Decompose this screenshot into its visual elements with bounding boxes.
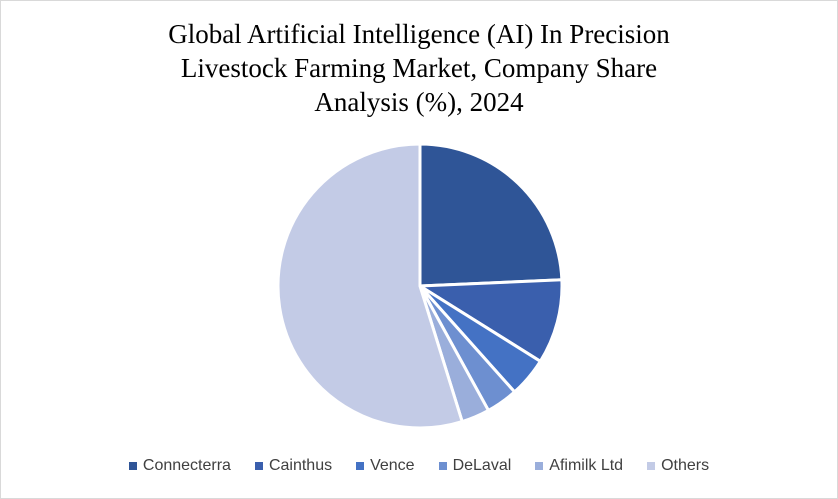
legend-swatch — [535, 462, 544, 470]
legend-item: Others — [647, 457, 709, 475]
legend-label: Connecterra — [142, 457, 231, 474]
legend-label: Others — [661, 457, 710, 474]
legend-item: Connecterra — [128, 457, 231, 475]
legend: Connecterra Cainthus Vence DeLaval Afimilk L… — [1, 457, 837, 475]
pie-slice-others — [276, 142, 465, 430]
legend-item: DeLaval — [438, 457, 512, 475]
legend-swatch — [254, 462, 263, 470]
chart-title: Global Artificial Intelligence (AI) In P… — [168, 19, 670, 117]
pie-slice-connecterra — [418, 142, 564, 288]
legend-swatch — [438, 462, 447, 470]
legend-label: Afimilk Ltd — [549, 457, 624, 474]
legend-item: Afimilk Ltd — [535, 457, 623, 475]
pie-slice-cainthus — [415, 278, 564, 364]
legend-label: Vence — [370, 457, 415, 474]
legend-label: DeLaval — [452, 457, 512, 474]
legend-label: Cainthus — [268, 457, 333, 474]
legend-swatch — [356, 462, 365, 470]
legend-swatch — [647, 462, 656, 470]
legend-item: Cainthus — [254, 457, 333, 475]
legend-item: Vence — [356, 457, 415, 475]
legend-swatch — [128, 462, 137, 470]
